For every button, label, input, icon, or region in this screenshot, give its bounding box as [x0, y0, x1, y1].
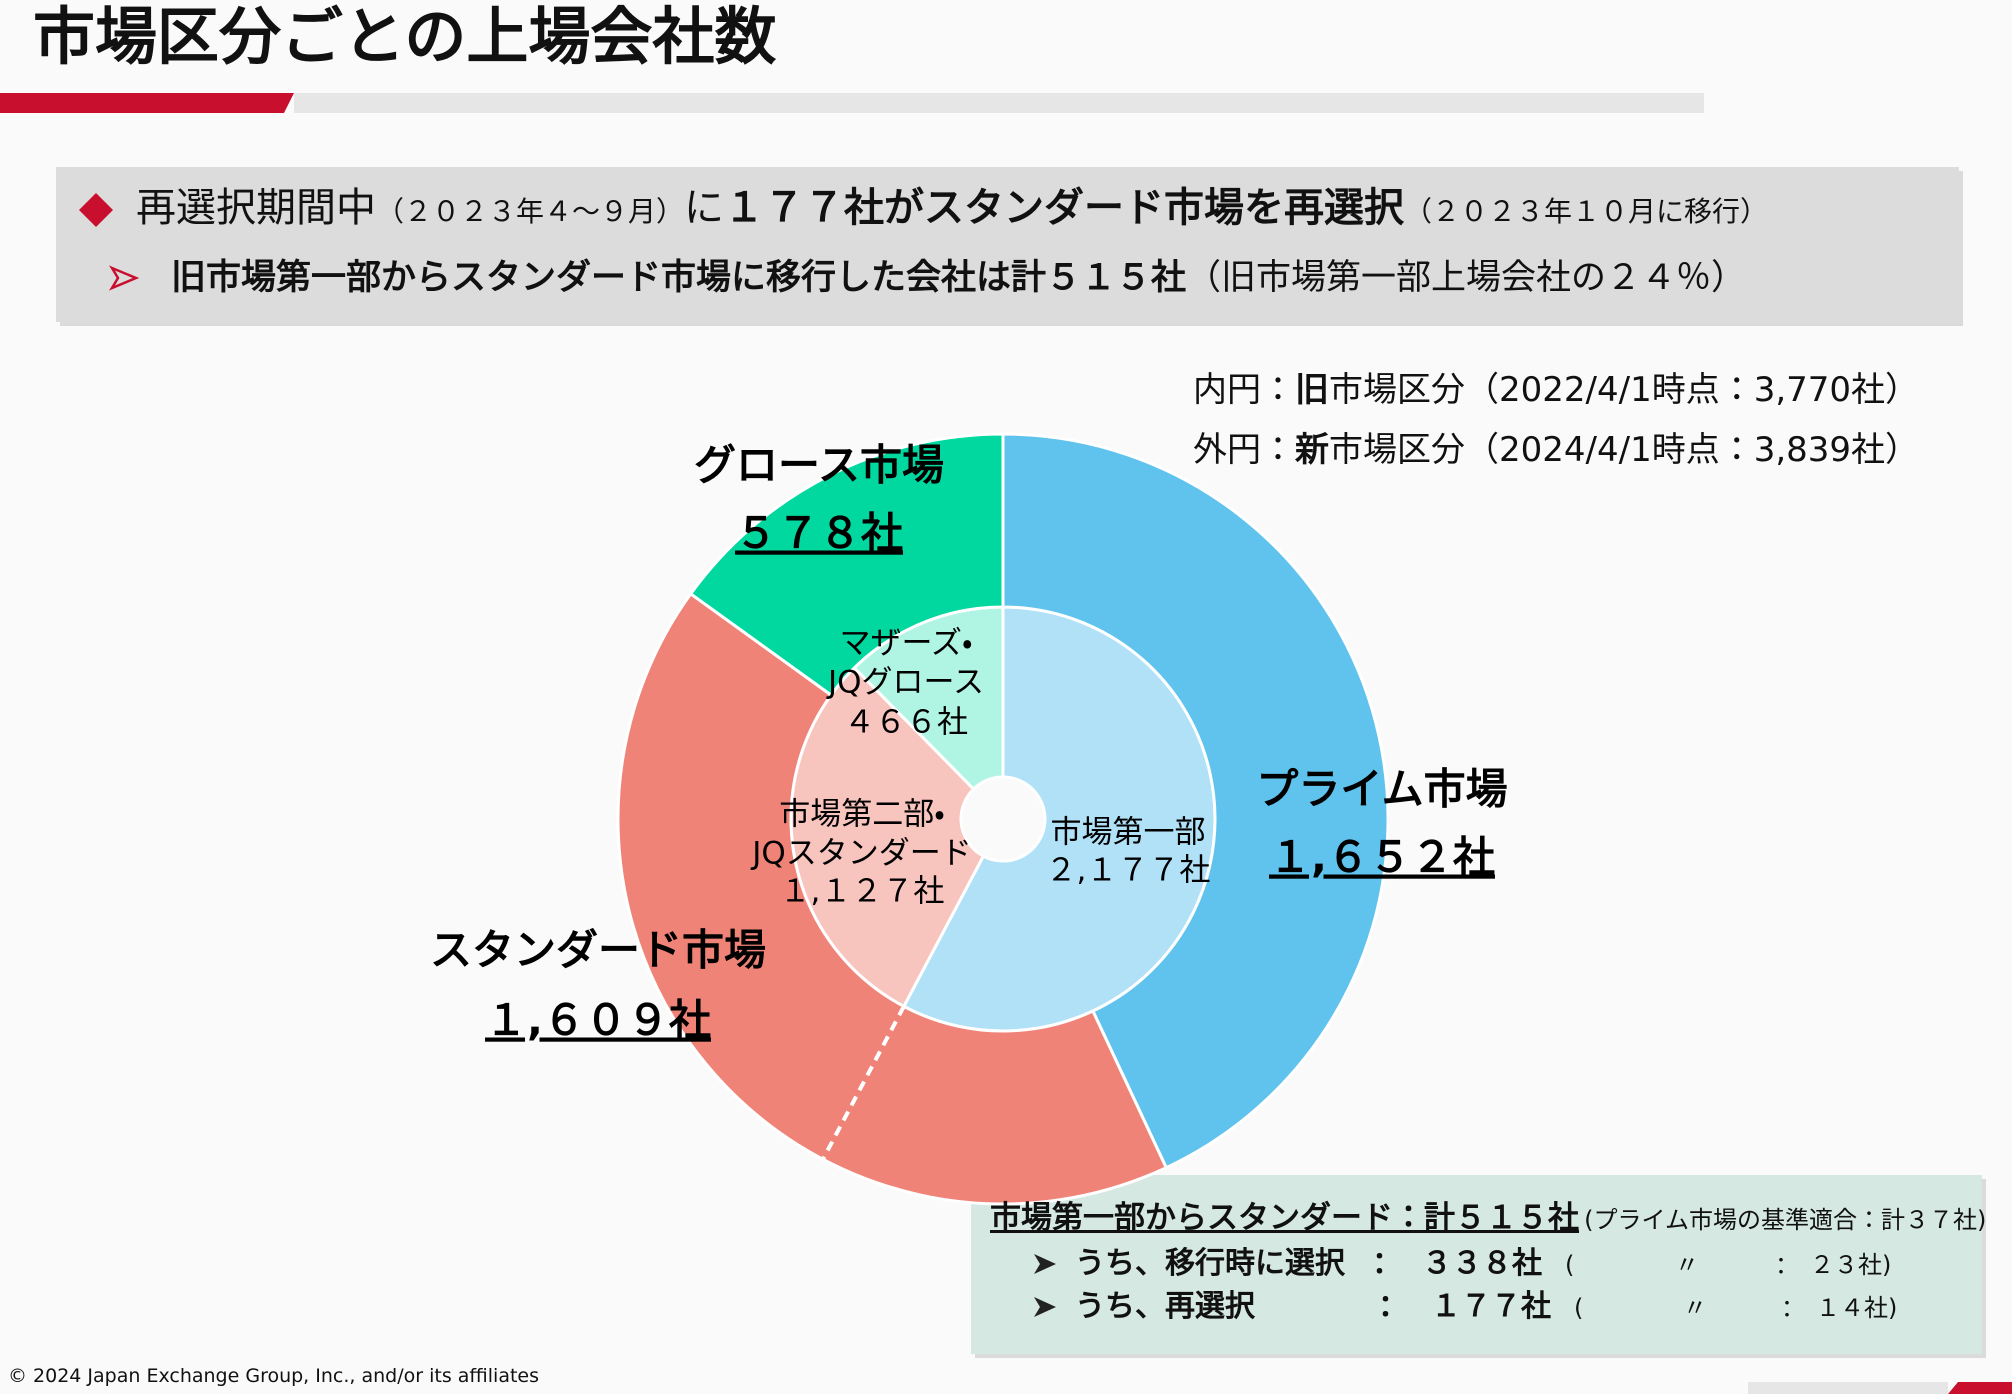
value-label: ２,１７７社: [1046, 853, 1211, 889]
summary-text: （２０２３年４～９月）: [376, 195, 685, 228]
divider: [821, 1005, 906, 1161]
corner-bar-gray: [1748, 1382, 1948, 1394]
callout-text: ：: [1372, 1246, 1402, 1281]
legend-text: 内円：: [1193, 370, 1295, 410]
callout-text: １７７社: [1431, 1289, 1551, 1324]
donut-segment: [616, 591, 1169, 1206]
summary-text: 再選択期間中: [136, 185, 376, 231]
legend-text: 市場区分（2024/4/1時点：3,839社）: [1329, 430, 1920, 470]
segment-label: 市場第二部・: [779, 797, 945, 833]
callout-text: うち、移行時に選択: [1075, 1246, 1345, 1281]
callout-text: 〃: [1683, 1294, 1707, 1322]
callout-box: [971, 1175, 1982, 1354]
donut-segment: [1001, 432, 1390, 1170]
value-label: １,６５２社: [1269, 833, 1495, 882]
callout-title: 市場第一部からスタンダード：計５１５社 (プライム市場の基準適合：計３７社): [990, 1203, 1986, 1234]
segment-label: マザーズ・: [840, 626, 973, 662]
callout-text: ２３社): [1810, 1251, 1892, 1279]
bullet-arrow: [1034, 1297, 1056, 1317]
callout-text: 市場第一部からスタンダード：計５１５社: [990, 1200, 1579, 1236]
callout-text: １４社): [1816, 1294, 1898, 1322]
corner-bar-red: [1948, 1382, 2012, 1394]
callout-text: (: [1574, 1294, 1584, 1322]
callout-text: ：: [1781, 1294, 1805, 1322]
segment-label: 市場第一部: [1051, 815, 1206, 851]
title-bar-gray: [294, 93, 1704, 113]
segment-label: グロース市場: [694, 441, 944, 490]
callout-text: うち、再選択: [1075, 1289, 1255, 1324]
callout-text: 〃: [1675, 1251, 1699, 1279]
legend-text: 新: [1295, 430, 1329, 470]
callout-text: (: [1565, 1251, 1575, 1279]
legend-entry: 外円：新市場区分（2024/4/1時点：3,839社）: [1193, 433, 1919, 467]
legend-entry: 内円：旧市場区分（2022/4/1時点：3,770社）: [1193, 373, 1919, 407]
donut-segment: [688, 432, 1005, 698]
bullet-arrow: [1034, 1254, 1056, 1274]
legend-text: 旧: [1295, 370, 1329, 410]
summary-text: 旧市場第一部からスタンダード市場に移行した会社は計５１５社: [171, 258, 1187, 298]
segment-label: JQスタンダード: [750, 836, 972, 872]
segment-label: スタンダード市場: [430, 926, 766, 975]
callout-text: ：: [1775, 1251, 1799, 1279]
value-label: ５７８社: [735, 509, 903, 558]
summary-text: （旧市場第一部上場会社の２４％）: [1186, 258, 1747, 298]
summary-text: （２０２３年１０月に移行）: [1404, 195, 1769, 228]
legend-text: 外円：: [1193, 430, 1295, 470]
segment-label: JQグロース: [826, 665, 984, 701]
summary-box: [56, 167, 1959, 322]
summary-line: 再選択期間中（２０２３年４～９月）に１７７社がスタンダード市場を再選択（２０２３…: [136, 188, 1768, 228]
bullet-arrow: [108, 265, 140, 291]
summary-text: に: [684, 185, 725, 231]
value-label: １,６０９社: [485, 996, 711, 1045]
value-label: １,１２７社: [780, 874, 945, 910]
summary-line: 旧市場第一部からスタンダード市場に移行した会社は計５１５社（旧市場第一部上場会社…: [171, 261, 1746, 296]
summary-text: １７７社がスタンダード市場を再選択: [724, 185, 1405, 231]
bullet-diamond: [79, 193, 113, 227]
callout-text: (プライム市場の基準適合：計３７社): [1584, 1206, 1987, 1234]
callout-text: ３３８社: [1422, 1246, 1542, 1281]
title-bar-red: [0, 93, 294, 113]
callout-text: ：: [1378, 1289, 1408, 1324]
page-title: 市場区分ごとの上場会社数: [33, 0, 777, 73]
footer: © 2024 Japan Exchange Group, Inc., and/o…: [8, 1365, 540, 1387]
legend-text: 市場区分（2022/4/1時点：3,770社）: [1329, 370, 1920, 410]
segment-label: プライム市場: [1256, 765, 1507, 814]
value-label: ４６６社: [844, 705, 968, 741]
